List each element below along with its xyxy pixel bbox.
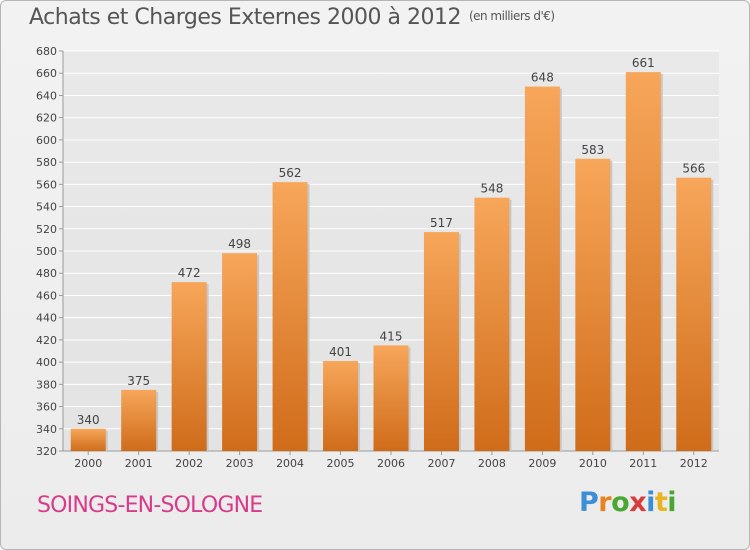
y-tick-label: 480	[36, 267, 57, 280]
y-tick-label: 500	[36, 245, 57, 258]
x-tick-label: 2007	[427, 457, 455, 470]
y-tick-label: 360	[36, 401, 57, 414]
x-tick-label: 2010	[579, 457, 607, 470]
y-tick-label: 440	[36, 312, 57, 325]
bar	[373, 345, 409, 451]
y-tick-label: 600	[36, 134, 57, 147]
bar	[625, 72, 661, 451]
y-tick-label: 660	[36, 67, 57, 80]
proxiti-logo: Proxiti	[579, 487, 677, 518]
data-label: 562	[279, 166, 302, 180]
y-tick-label: 640	[36, 89, 57, 102]
y-tick-label: 380	[36, 378, 57, 391]
bar	[575, 158, 611, 451]
logo-letter: i	[667, 487, 677, 518]
x-tick-label: 2008	[478, 457, 506, 470]
data-label: 375	[127, 374, 150, 388]
y-tick-label: 400	[36, 356, 57, 369]
bar	[272, 182, 308, 451]
data-label: 648	[531, 71, 554, 85]
y-tick-label: 420	[36, 334, 57, 347]
x-tick-label: 2001	[125, 457, 153, 470]
x-tick-label: 2004	[276, 457, 304, 470]
logo-letter: x	[629, 487, 647, 518]
y-tick-label: 560	[36, 178, 57, 191]
bar	[676, 177, 712, 451]
x-tick-label: 2003	[226, 457, 254, 470]
bar	[323, 361, 359, 451]
bar	[474, 197, 510, 451]
bar	[423, 232, 459, 451]
data-label: 472	[178, 266, 201, 280]
y-tick-label: 540	[36, 201, 57, 214]
y-tick-label: 460	[36, 289, 57, 302]
data-label: 415	[380, 329, 403, 343]
data-label: 661	[632, 56, 655, 70]
chart-title-text: Achats et Charges Externes 2000 à 2012	[29, 5, 461, 30]
bar	[524, 86, 560, 452]
x-tick-label: 2012	[680, 457, 708, 470]
y-tick-label: 320	[36, 445, 57, 458]
y-tick-label: 620	[36, 112, 57, 125]
bar	[171, 282, 207, 451]
bar	[70, 428, 106, 451]
y-tick-label: 520	[36, 223, 57, 236]
data-label: 498	[228, 237, 251, 251]
x-tick-label: 2009	[528, 457, 556, 470]
logo-letter: r	[598, 487, 612, 518]
data-label: 517	[430, 216, 453, 230]
y-tick-label: 580	[36, 156, 57, 169]
logo-letter: t	[654, 487, 668, 518]
bar	[222, 253, 258, 451]
x-tick-label: 2005	[327, 457, 355, 470]
data-label: 340	[77, 413, 100, 427]
logo-letter: o	[611, 487, 630, 518]
data-label: 401	[329, 345, 352, 359]
y-tick-label: 680	[36, 45, 57, 58]
bar	[121, 389, 157, 451]
x-tick-label: 2011	[629, 457, 657, 470]
x-tick-label: 2002	[175, 457, 203, 470]
chart-unit-text: (en milliers d'€)	[468, 9, 555, 23]
x-tick-label: 2000	[74, 457, 102, 470]
data-label: 566	[682, 162, 705, 176]
y-tick-label: 340	[36, 423, 57, 436]
logo-letter: i	[646, 487, 655, 518]
x-tick-label: 2006	[377, 457, 405, 470]
data-label: 583	[581, 143, 604, 157]
commune-name: SOINGS-EN-SOLOGNE	[37, 493, 263, 518]
logo-letter: P	[579, 487, 599, 518]
chart-title: Achats et Charges Externes 2000 à 2012 (e…	[29, 5, 555, 30]
data-label: 548	[480, 182, 503, 196]
